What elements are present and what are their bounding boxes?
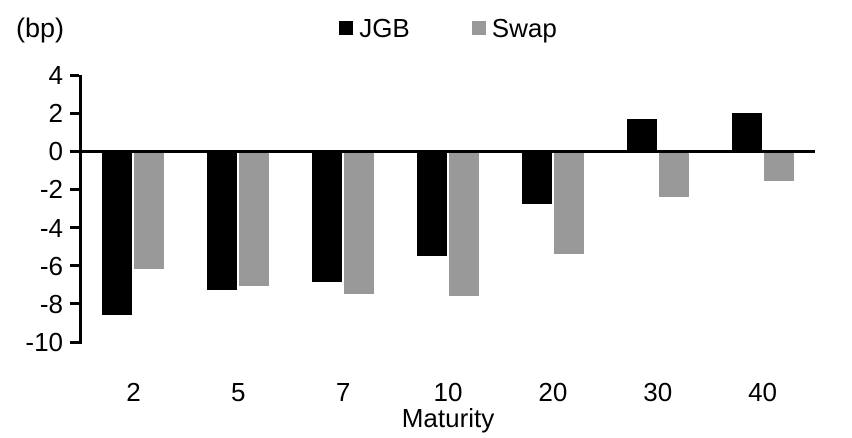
y-axis-tick: [70, 73, 79, 77]
bar-swap-30: [658, 152, 689, 197]
y-axis-tick-label: -10: [25, 327, 63, 357]
y-axis-tick: [70, 111, 79, 115]
bar-jgb-5: [207, 152, 238, 291]
jgb-swatch-icon: [339, 21, 354, 35]
bar-jgb-40: [731, 113, 762, 152]
x-axis-category-label: 20: [538, 377, 568, 407]
legend: JGB Swap: [81, 14, 815, 42]
bar-swap-5: [239, 152, 270, 287]
bar-swap-10: [449, 152, 479, 296]
legend-label-jgb: JGB: [359, 13, 410, 43]
x-axis-category-label: 30: [643, 377, 673, 407]
bar-swap-20: [553, 152, 584, 254]
legend-item-jgb: JGB: [339, 14, 410, 42]
bar-jgb-2: [102, 152, 133, 315]
bar-swap-7: [344, 152, 375, 294]
y-axis-tick: [70, 226, 79, 230]
x-axis-category-label: 7: [335, 377, 351, 407]
y-axis-tick: [70, 302, 79, 306]
x-axis-category-label: 40: [748, 377, 778, 407]
y-axis-tick-label: 2: [48, 98, 63, 129]
x-axis-category-label: 10: [433, 377, 463, 407]
bar-jgb-20: [521, 152, 552, 205]
y-axis-tick: [70, 264, 79, 268]
x-axis-category-label: 2: [126, 377, 141, 407]
swap-swatch-icon: [471, 21, 486, 35]
y-axis-unit-label: (bp): [16, 13, 65, 43]
plot-area: 4 2 0 -2 -4 -6 -8 -10 2 5 7 10 20 30 40: [25, 60, 815, 407]
bar-jgb-10: [417, 152, 447, 256]
y-axis-tick: [70, 187, 79, 191]
legend-label-swap: Swap: [491, 13, 557, 43]
y-axis-tick-label: 4: [48, 60, 63, 90]
y-axis-tick-label: -8: [39, 288, 63, 319]
y-axis-tick-label: -6: [39, 250, 63, 281]
legend-item-swap: Swap: [471, 13, 557, 43]
y-axis: [79, 75, 82, 344]
y-axis-tick-label: 0: [48, 136, 63, 167]
y-axis-tick-label: -4: [39, 212, 63, 243]
zero-axis-line: [81, 149, 815, 153]
bar-swap-2: [134, 152, 165, 270]
y-axis-tick-label: -2: [39, 174, 63, 205]
y-axis-tick: [70, 149, 79, 153]
bar-jgb-7: [312, 152, 343, 283]
bar-swap-40: [763, 152, 794, 182]
y-axis-tick: [70, 340, 79, 344]
x-axis-title: Maturity: [401, 403, 495, 433]
bar-jgb-30: [626, 118, 657, 152]
x-axis-category-label: 5: [231, 377, 246, 407]
